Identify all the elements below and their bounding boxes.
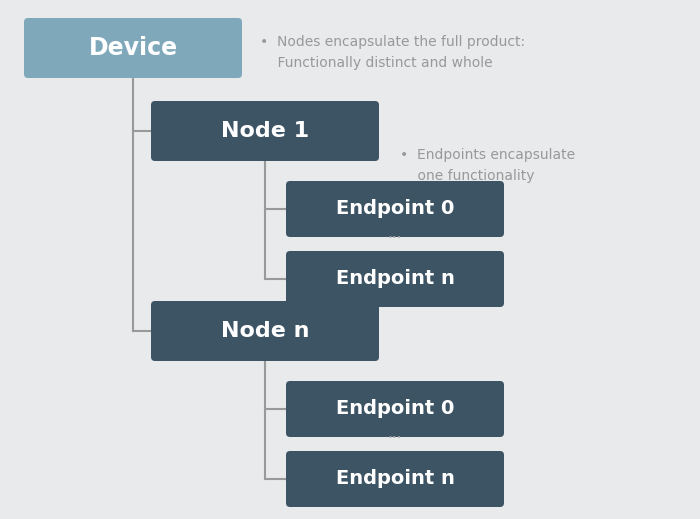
Text: •  Nodes encapsulate the full product:
    Functionally distinct and whole: • Nodes encapsulate the full product: Fu… (260, 35, 525, 70)
FancyBboxPatch shape (286, 181, 504, 237)
Text: Endpoint n: Endpoint n (335, 470, 454, 488)
FancyBboxPatch shape (151, 101, 379, 161)
Text: Endpoint 0: Endpoint 0 (336, 199, 454, 218)
Text: Device: Device (88, 36, 178, 60)
Text: Node n: Node n (220, 321, 309, 341)
Text: Endpoint 0: Endpoint 0 (336, 400, 454, 418)
Text: Node 1: Node 1 (221, 121, 309, 141)
Text: Endpoint n: Endpoint n (335, 269, 454, 289)
FancyBboxPatch shape (286, 381, 504, 437)
FancyBboxPatch shape (286, 251, 504, 307)
FancyBboxPatch shape (286, 451, 504, 507)
FancyBboxPatch shape (24, 18, 242, 78)
Text: ...: ... (388, 225, 402, 240)
FancyBboxPatch shape (151, 301, 379, 361)
Text: ...: ... (388, 426, 402, 441)
Text: •  Endpoints encapsulate
    one functionality: • Endpoints encapsulate one functionalit… (400, 148, 575, 183)
